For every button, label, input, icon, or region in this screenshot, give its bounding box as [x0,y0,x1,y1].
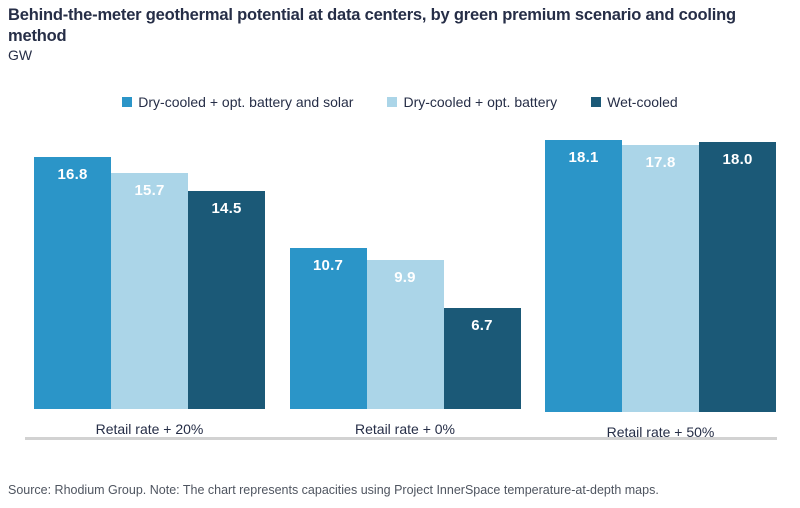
bar-value-label: 17.8 [645,154,676,171]
legend-label: Dry-cooled + opt. battery and solar [138,94,354,110]
plot-area: 16.8 15.7 14.5 Retail rate + 20% 10.7 9.9 6.7 R… [25,140,777,440]
legend-swatch-icon [591,97,602,107]
legend-item-dry-cooled-battery: Dry-cooled + opt. battery [387,94,557,110]
bar: 17.8 [622,145,699,412]
bar: 10.7 [289,248,367,409]
legend: Dry-cooled + opt. battery and solar Dry-… [0,94,800,110]
chart-title: Behind-the-meter geothermal potential at… [8,6,736,45]
bar: 9.9 [366,260,444,409]
bar: 18.1 [545,140,622,412]
bar-value-label: 10.7 [313,257,343,274]
bar: 16.8 [34,157,111,409]
bar-cluster: 10.7 9.9 6.7 [289,140,521,409]
legend-label: Dry-cooled + opt. battery [403,94,558,110]
bar-value-label: 15.7 [134,182,165,199]
category-label: Retail rate + 50% [606,424,715,440]
bar-group: 18.1 17.8 18.0 Retail rate + 50% [545,140,776,440]
bar-value-label: 6.7 [471,317,493,334]
bar-group: 10.7 9.9 6.7 Retail rate + 0% [289,140,521,437]
bar-value-label: 14.5 [211,200,242,217]
legend-item-dry-cooled-battery-solar: Dry-cooled + opt. battery and solar [122,94,353,110]
axis-unit-label: GW [8,47,33,63]
bar-cluster: 16.8 15.7 14.5 [34,140,265,409]
bar: 15.7 [111,173,188,409]
bar: 18.0 [699,142,776,412]
bar: 6.7 [443,308,521,409]
x-axis-line [25,437,777,440]
legend-item-wet-cooled: Wet-cooled [591,94,678,110]
bar-value-label: 18.0 [722,151,753,168]
source-note: Source: Rhodium Group. Note: The chart r… [8,483,659,497]
legend-swatch-icon [387,97,398,107]
bar-cluster: 18.1 17.8 18.0 [545,140,776,412]
bar-group: 16.8 15.7 14.5 Retail rate + 20% [34,140,265,437]
legend-label: Wet-cooled [607,94,678,110]
category-label: Retail rate + 0% [355,421,455,437]
category-label: Retail rate + 20% [95,421,204,437]
legend-swatch-icon [122,97,133,107]
bar-value-label: 9.9 [394,269,416,286]
bar-value-label: 16.8 [57,166,88,183]
bar: 14.5 [188,191,265,409]
bar-value-label: 18.1 [568,149,599,166]
